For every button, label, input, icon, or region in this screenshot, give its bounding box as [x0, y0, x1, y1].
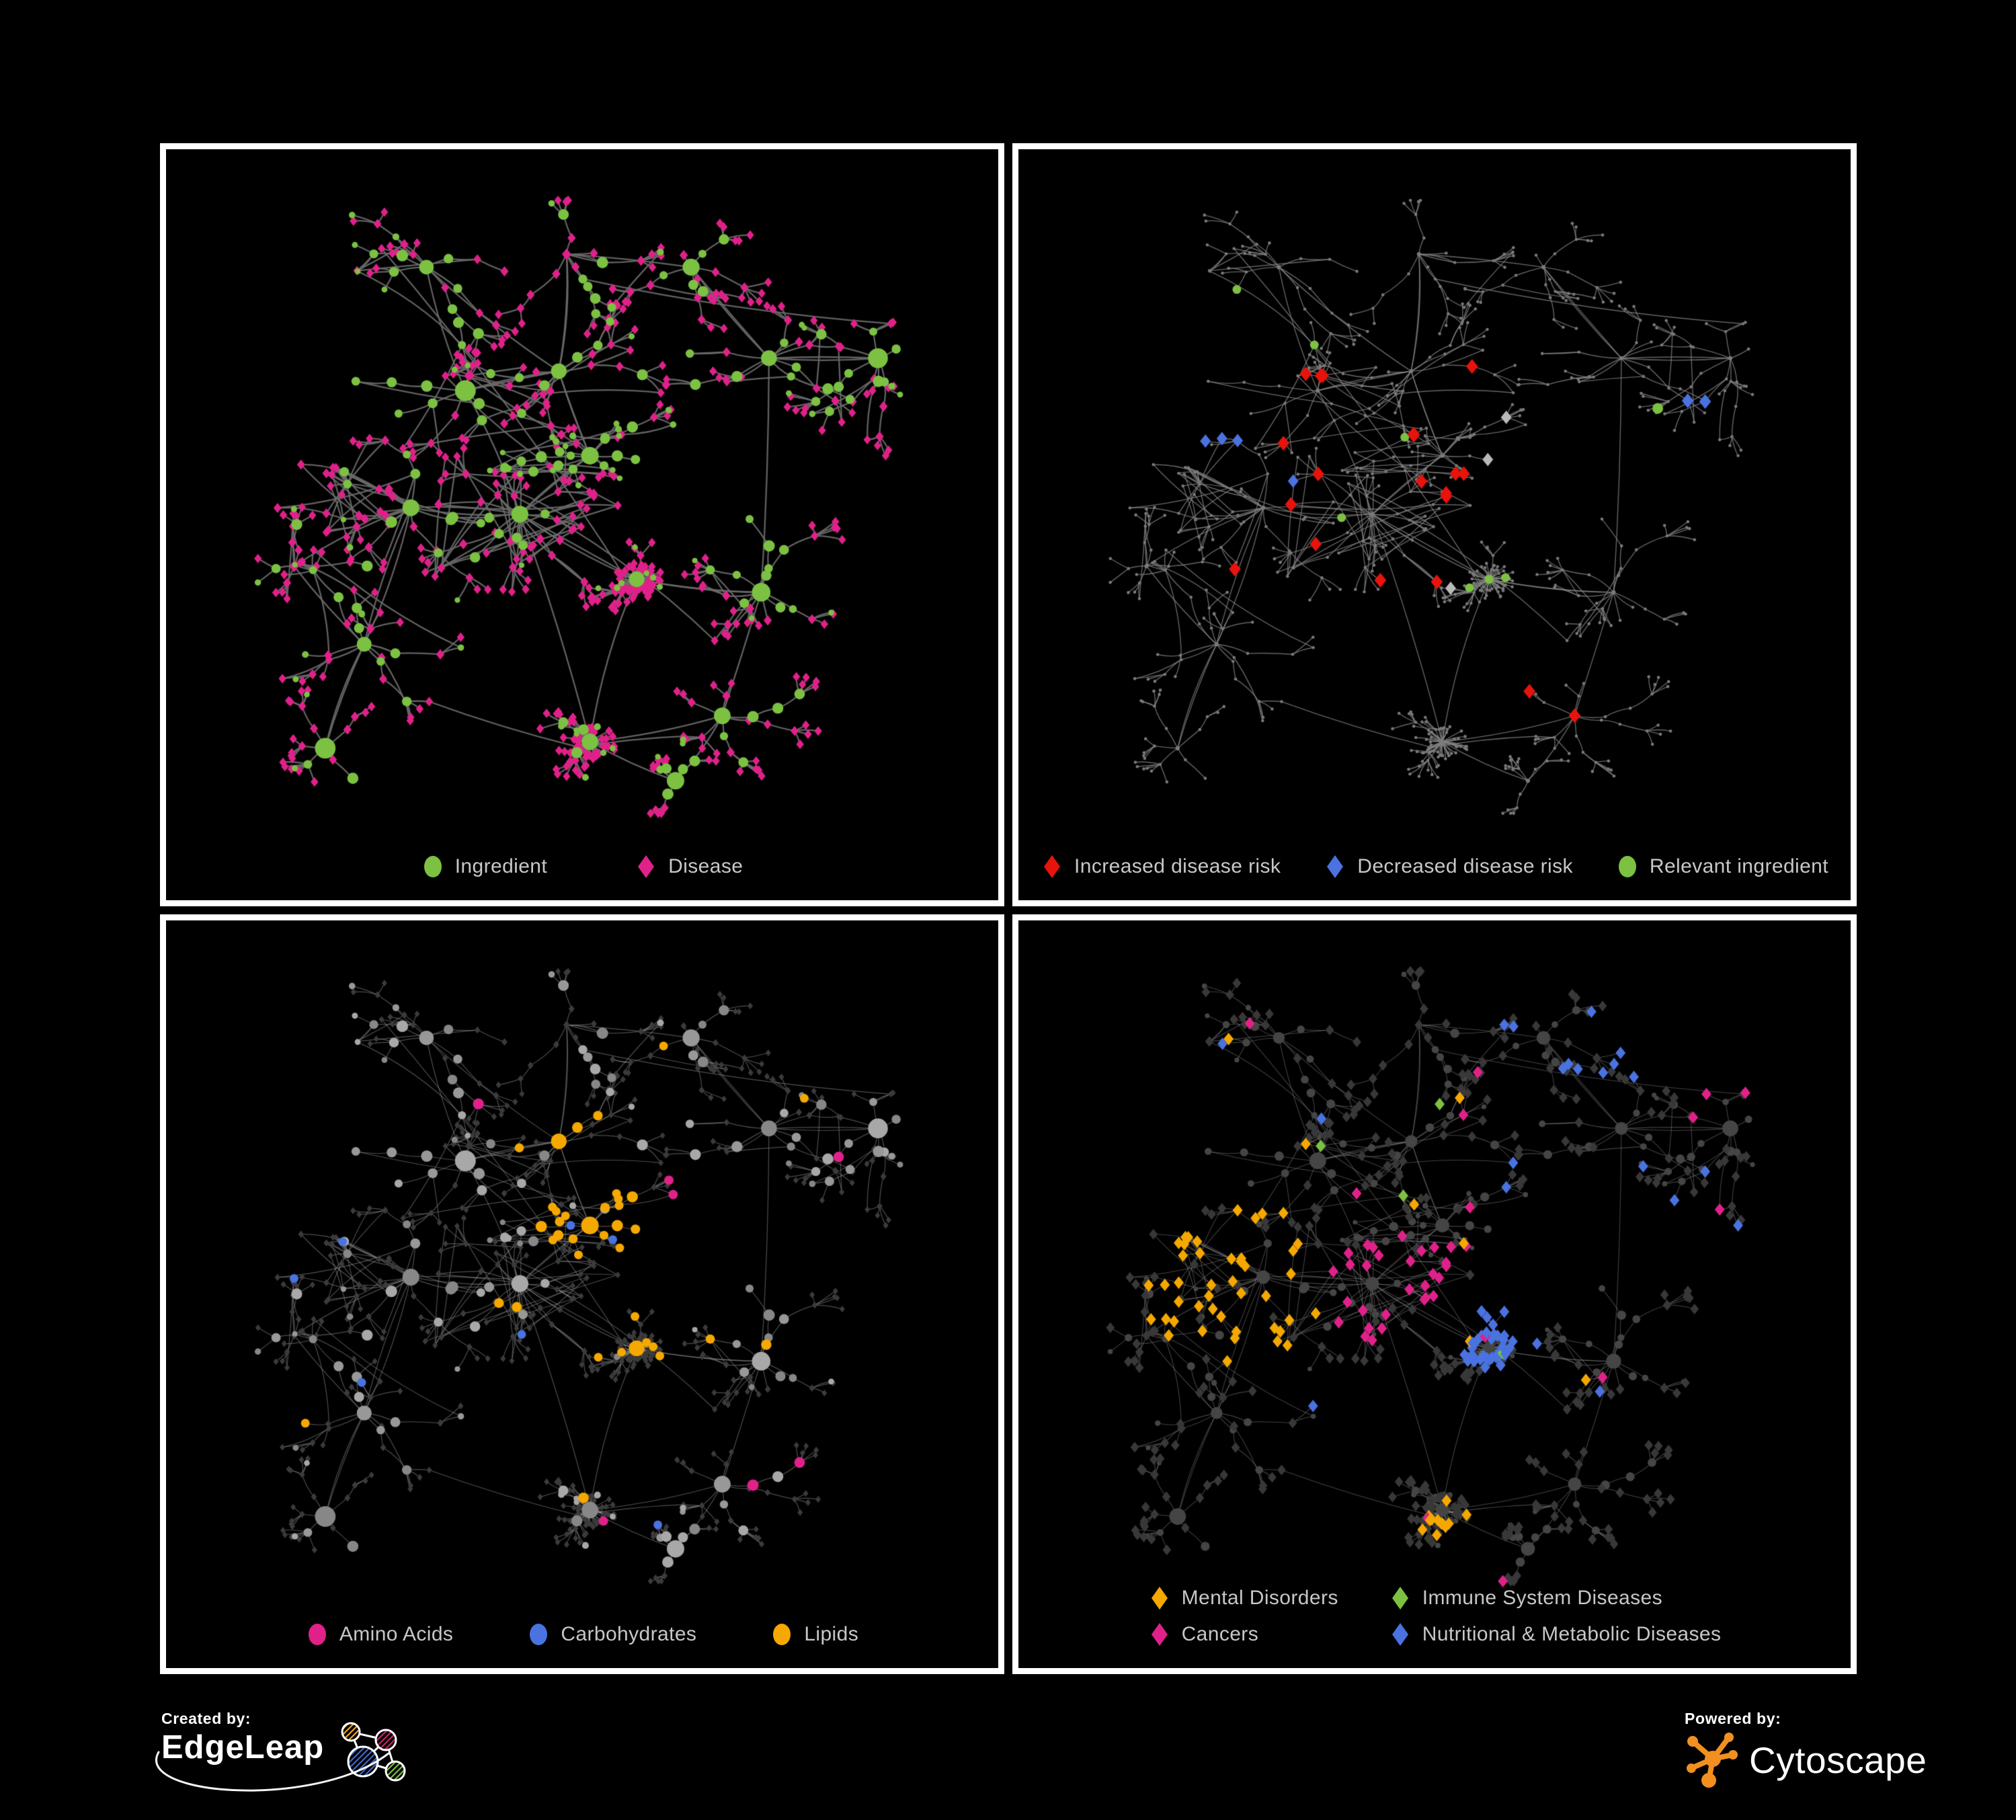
nutrient-classes-legend: Amino Acids Carbohydrates Lipids: [166, 1621, 998, 1648]
disease-categories-network-graph: [1018, 920, 1851, 1668]
diamond-marker-icon: [1151, 1623, 1168, 1646]
legend-label: Relevant ingredient: [1649, 855, 1828, 877]
edgeleap-wordmark: EdgeLeap: [161, 1729, 325, 1766]
disease-risk-network-graph: [1018, 149, 1851, 900]
circle-marker-icon: [308, 1624, 326, 1645]
ingredient-disease-network-graph: [166, 149, 998, 900]
legend-item-increased-disease-risk: Increased disease risk: [1041, 853, 1281, 880]
legend-item-mental-disorders: Mental Disorders: [1148, 1585, 1338, 1612]
diamond-marker-icon: [1151, 1587, 1168, 1610]
legend-item-cancers: Cancers: [1148, 1621, 1338, 1648]
legend-label: Cancers: [1181, 1623, 1259, 1645]
legend-item-lipids: Lipids: [770, 1621, 858, 1648]
cytoscape-credit-block: Powered by: Cytosc: [1685, 1710, 1927, 1790]
legend-item-relevant-ingredient: Relevant ingredient: [1616, 853, 1828, 880]
diamond-marker-icon: [1327, 855, 1344, 878]
legend-item-nutritional-metabolic-diseases: Nutritional & Metabolic Diseases: [1389, 1621, 1722, 1648]
circle-marker-icon: [773, 1624, 791, 1645]
legend-item-amino-acids: Amino Acids: [306, 1621, 453, 1648]
edgeleap-credit-block: Created by: EdgeLeap: [155, 1710, 417, 1795]
legend-item-ingredient: Ingredient: [421, 853, 547, 880]
diamond-marker-icon: [1392, 1587, 1408, 1610]
circle-marker-icon: [1618, 856, 1636, 877]
legend-label: Increased disease risk: [1074, 855, 1281, 877]
disease-categories-legend: Mental Disorders Immune System Diseases Ca…: [1018, 1585, 1851, 1648]
legend-label: Disease: [668, 855, 743, 877]
cytoscape-wordmark: Cytoscape: [1749, 1739, 1927, 1781]
legend-label: Ingredient: [454, 855, 548, 877]
powered-by-label: Powered by:: [1685, 1710, 1781, 1727]
circle-marker-icon: [530, 1624, 548, 1645]
panel-ingredient-disease-network: Ingredient Disease: [160, 143, 1004, 906]
cytoscape-logo-mark: [1687, 1733, 1738, 1788]
legend-label: Immune System Diseases: [1422, 1587, 1662, 1609]
diamond-marker-icon: [638, 855, 655, 878]
legend-label: Carbohydrates: [561, 1623, 697, 1645]
edgeleap-logo-mark: [341, 1722, 406, 1782]
legend-item-carbohydrates: Carbohydrates: [527, 1621, 696, 1648]
legend-item-disease: Disease: [635, 853, 743, 880]
legend-label: Amino Acids: [339, 1623, 454, 1645]
diamond-marker-icon: [1044, 855, 1060, 878]
ingredient-disease-legend: Ingredient Disease: [166, 853, 998, 880]
disease-risk-legend: Increased disease risk Decreased disease …: [1018, 853, 1851, 880]
panel-nutrient-classes-network: Amino Acids Carbohydrates Lipids: [160, 914, 1004, 1674]
panel-disease-categories-network: Mental Disorders Immune System Diseases Ca…: [1012, 914, 1857, 1674]
legend-label: Mental Disorders: [1181, 1587, 1338, 1609]
created-by-label: Created by:: [161, 1710, 251, 1727]
legend-item-immune-system-diseases: Immune System Diseases: [1389, 1585, 1722, 1612]
legend-label: Decreased disease risk: [1357, 855, 1573, 877]
nutrient-classes-network-graph: [166, 920, 998, 1668]
legend-label: Nutritional & Metabolic Diseases: [1422, 1623, 1722, 1645]
diamond-marker-icon: [1392, 1623, 1408, 1646]
circle-marker-icon: [424, 856, 442, 877]
panel-disease-risk-network: Increased disease risk Decreased disease …: [1012, 143, 1857, 906]
legend-label: Lipids: [804, 1623, 859, 1645]
legend-item-decreased-disease-risk: Decreased disease risk: [1324, 853, 1573, 880]
